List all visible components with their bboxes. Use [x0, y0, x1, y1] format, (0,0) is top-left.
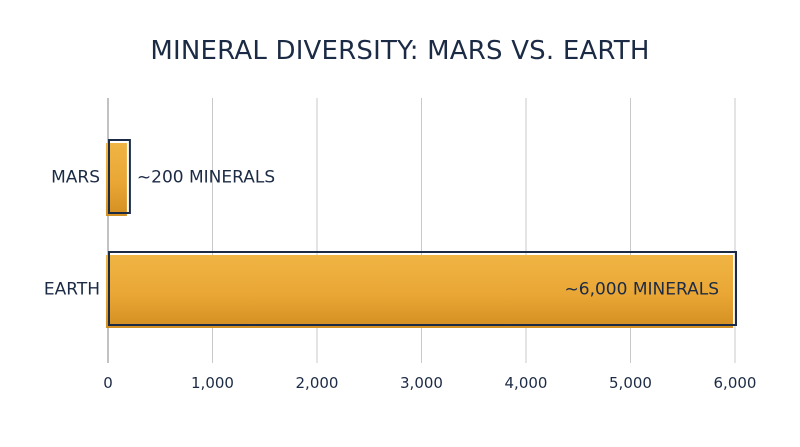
x-tick-label: 4,000: [505, 374, 548, 392]
bar-outline: [108, 139, 131, 214]
x-tick-label: 6,000: [714, 374, 757, 392]
x-tick-label: 3,000: [400, 374, 443, 392]
x-tick-label: 5,000: [609, 374, 652, 392]
data-label: ~6,000 MINERALS: [565, 280, 719, 300]
x-tick-label: 2,000: [296, 374, 339, 392]
labels: 0 1,000 2,000 3,000 4,000 5,000 6,000 MARS ~200 …: [44, 168, 757, 393]
chart-title: MINERAL DIVERSITY: MARS VS. EARTH: [150, 36, 650, 66]
x-tick-label: 0: [103, 374, 113, 392]
x-tick-label: 1,000: [191, 374, 234, 392]
bar-outline: [108, 251, 737, 326]
data-label: ~200 MINERALS: [137, 168, 275, 188]
bar-fill: [106, 255, 733, 328]
bars: [106, 139, 737, 328]
category-label: MARS: [51, 168, 100, 188]
category-label: EARTH: [44, 280, 100, 300]
bar-fill: [106, 143, 127, 216]
